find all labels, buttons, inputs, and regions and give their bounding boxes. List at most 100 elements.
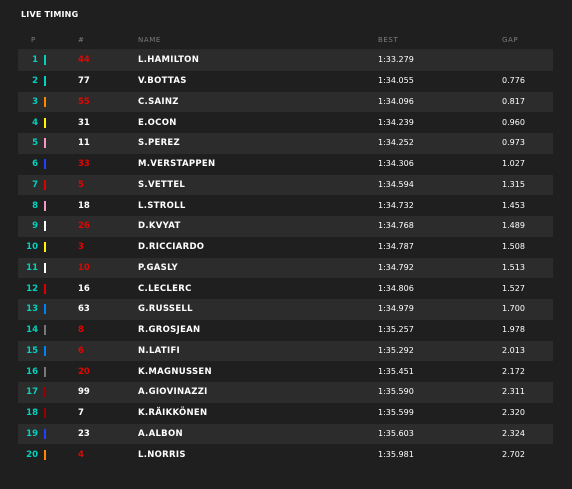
best-lap: 1:35.451 xyxy=(378,366,414,376)
team-color-bar xyxy=(44,387,46,398)
position: 10 xyxy=(26,241,38,252)
car-number: 6 xyxy=(78,345,84,356)
table-row[interactable]: 10 3 D.RICCIARDO 1:34.787 1.508 xyxy=(18,236,553,258)
gap: 0.960 xyxy=(502,117,525,127)
driver-name: E.OCON xyxy=(138,117,177,128)
position: 6 xyxy=(32,158,38,169)
header-gap: GAP xyxy=(502,36,519,44)
team-color-bar xyxy=(44,221,46,232)
gap: 1.027 xyxy=(502,159,525,169)
best-lap: 1:35.257 xyxy=(378,325,414,335)
best-lap: 1:34.594 xyxy=(378,179,414,189)
car-number: 18 xyxy=(78,200,90,211)
best-lap: 1:34.787 xyxy=(378,242,414,252)
table-row[interactable]: 13 63 G.RUSSELL 1:34.979 1.700 xyxy=(18,299,553,320)
gap: 1.489 xyxy=(502,221,525,231)
table-row[interactable]: 1 44 L.HAMILTON 1:33.279 xyxy=(18,50,553,71)
table-row[interactable]: 6 33 M.VERSTAPPEN 1:34.306 1.027 xyxy=(18,153,553,175)
table-row[interactable]: 19 23 A.ALBON 1:35.603 2.324 xyxy=(18,423,553,445)
team-color-bar xyxy=(44,76,46,87)
position: 5 xyxy=(32,138,38,149)
car-number: 3 xyxy=(78,241,84,252)
panel-title: LIVE TIMING xyxy=(21,10,79,19)
best-lap: 1:34.306 xyxy=(378,159,414,169)
car-number: 20 xyxy=(78,366,90,377)
table-row[interactable]: 9 26 D.KVYAT 1:34.768 1.489 xyxy=(18,216,553,237)
best-lap: 1:35.603 xyxy=(378,428,414,438)
driver-name: C.SAINZ xyxy=(138,96,179,107)
best-lap: 1:34.055 xyxy=(378,76,414,86)
position: 17 xyxy=(26,387,38,398)
best-lap: 1:34.732 xyxy=(378,200,414,210)
table-row[interactable]: 7 5 S.VETTEL 1:34.594 1.315 xyxy=(18,174,553,196)
best-lap: 1:34.768 xyxy=(378,221,414,231)
driver-name: P.GASLY xyxy=(138,262,178,273)
table-row[interactable]: 3 55 C.SAINZ 1:34.096 0.817 xyxy=(18,91,553,113)
position: 12 xyxy=(26,283,38,294)
gap: 1.978 xyxy=(502,325,525,335)
header-num: # xyxy=(78,36,85,44)
gap: 1.453 xyxy=(502,200,525,210)
gap: 0.776 xyxy=(502,76,525,86)
table-row[interactable]: 14 8 R.GROSJEAN 1:35.257 1.978 xyxy=(18,319,553,341)
car-number: 44 xyxy=(78,55,90,66)
table-row[interactable]: 8 18 L.STROLL 1:34.732 1.453 xyxy=(18,195,553,216)
team-color-bar xyxy=(44,96,46,107)
position: 18 xyxy=(26,407,38,418)
car-number: 23 xyxy=(78,428,90,439)
table-row[interactable]: 15 6 N.LATIFI 1:35.292 2.013 xyxy=(18,340,553,362)
team-color-bar xyxy=(44,55,46,66)
team-color-bar xyxy=(44,159,46,170)
best-lap: 1:35.599 xyxy=(378,408,414,418)
gap: 2.172 xyxy=(502,366,525,376)
gap: 2.324 xyxy=(502,428,525,438)
position: 4 xyxy=(32,117,38,128)
driver-name: M.VERSTAPPEN xyxy=(138,158,216,169)
position: 1 xyxy=(32,55,38,66)
team-color-bar xyxy=(44,179,46,190)
table-row[interactable]: 12 16 C.LECLERC 1:34.806 1.527 xyxy=(18,278,553,299)
gap: 2.311 xyxy=(502,387,525,397)
car-number: 16 xyxy=(78,283,90,294)
table-row[interactable]: 2 77 V.BOTTAS 1:34.055 0.776 xyxy=(18,70,553,92)
driver-name: C.LECLERC xyxy=(138,283,192,294)
position: 16 xyxy=(26,366,38,377)
best-lap: 1:34.792 xyxy=(378,262,414,272)
position: 13 xyxy=(26,304,38,315)
team-color-bar xyxy=(44,242,46,253)
position: 3 xyxy=(32,96,38,107)
driver-name: L.STROLL xyxy=(138,200,186,211)
car-number: 31 xyxy=(78,117,90,128)
team-color-bar xyxy=(44,304,46,315)
team-color-bar xyxy=(44,428,46,439)
driver-name: D.RICCIARDO xyxy=(138,241,205,252)
driver-name: L.NORRIS xyxy=(138,449,186,460)
table-row[interactable]: 11 10 P.GASLY 1:34.792 1.513 xyxy=(18,257,553,279)
gap: 0.817 xyxy=(502,96,525,106)
driver-name: K.MAGNUSSEN xyxy=(138,366,212,377)
gap: 2.013 xyxy=(502,345,525,355)
driver-name: N.LATIFI xyxy=(138,345,181,356)
position: 9 xyxy=(32,221,38,232)
position: 14 xyxy=(26,324,38,335)
position: 8 xyxy=(32,200,38,211)
gap: 1.508 xyxy=(502,242,525,252)
table-row[interactable]: 5 11 S.PEREZ 1:34.252 0.973 xyxy=(18,133,553,154)
table-row[interactable]: 20 4 L.NORRIS 1:35.981 2.702 xyxy=(18,444,553,465)
header-pos: P xyxy=(31,36,36,44)
table-row[interactable]: 17 99 A.GIOVINAZZI 1:35.590 2.311 xyxy=(18,382,553,403)
team-color-bar xyxy=(44,283,46,294)
best-lap: 1:35.292 xyxy=(378,345,414,355)
table-row[interactable]: 4 31 E.OCON 1:34.239 0.960 xyxy=(18,112,553,133)
driver-name: V.BOTTAS xyxy=(138,75,187,86)
table-row[interactable]: 16 20 K.MAGNUSSEN 1:35.451 2.172 xyxy=(18,361,553,382)
team-color-bar xyxy=(44,408,46,419)
driver-name: R.GROSJEAN xyxy=(138,324,201,335)
gap: 2.702 xyxy=(502,449,525,459)
car-number: 11 xyxy=(78,138,90,149)
car-number: 8 xyxy=(78,324,84,335)
position: 19 xyxy=(26,428,38,439)
table-row[interactable]: 18 7 K.RÄIKKÖNEN 1:35.599 2.320 xyxy=(18,402,553,424)
car-number: 99 xyxy=(78,387,90,398)
position: 7 xyxy=(32,179,38,190)
